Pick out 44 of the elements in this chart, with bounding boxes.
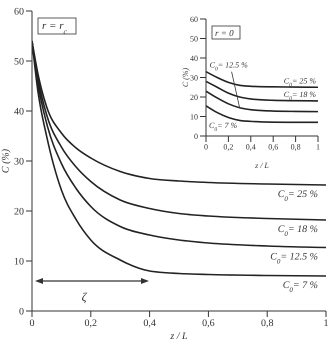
x-tick-label: 0 (30, 318, 34, 330)
x-tick-label: 0,2 (84, 318, 98, 330)
y-tick-label: 0 (194, 132, 198, 141)
y-tick-label: 10 (14, 256, 24, 268)
x-tick-label: 0,2 (223, 142, 234, 152)
x-axis-title: z / L (169, 331, 188, 339)
y-tick-label: 50 (14, 56, 24, 68)
y-tick-label: 20 (190, 92, 198, 102)
annotation: r = r$_{c}$ (42, 20, 68, 36)
y-tick-label: 50 (190, 34, 198, 44)
x-tick-label: 0,4 (143, 318, 156, 330)
x-tick-label: 0,4 (246, 142, 256, 152)
x-tick-label: 0,8 (260, 318, 274, 330)
y-tick-label: 10 (190, 112, 198, 122)
x-tick-label: 0,6 (202, 318, 215, 330)
y-tick-label: 60 (190, 14, 198, 24)
line-series (206, 90, 318, 112)
x-tick-label: 0,6 (268, 142, 278, 152)
y-tick-label: 40 (190, 54, 198, 63)
x-tick-label: 0,8 (290, 142, 301, 152)
y-tick-label: 30 (190, 73, 198, 82)
series-label: C$_{0}$= 12.5 % (270, 252, 318, 266)
annotation: r = 0 (215, 28, 234, 38)
y-tick-label: 40 (14, 106, 24, 118)
y-tick-label: 0 (19, 306, 24, 318)
text: C$_{0}$= 12.5 % (210, 60, 248, 73)
line-series (206, 104, 318, 124)
y-tick-label: 60 (14, 6, 24, 18)
y-tick-label: 20 (14, 206, 24, 218)
series-label: C$_{0}$= 18 % (284, 90, 316, 102)
y-axis-title: C (%) (0, 148, 12, 174)
x-tick-label: 0 (204, 142, 208, 152)
x-tick-label: 1 (316, 142, 320, 152)
y-axis-title: C (%) (180, 68, 190, 88)
series-label: C$_{0}$= 7 % (282, 280, 318, 294)
y-tick-label: 30 (14, 156, 24, 168)
series-label: C$_{0}$= 25 % (278, 189, 318, 203)
line-series (206, 70, 318, 88)
series-label: C$_{0}$= 7 % (209, 120, 238, 133)
series-label: C$_{0}$= 18 % (278, 224, 318, 238)
x-tick-label: 1 (324, 318, 328, 330)
series-label: C$_{0}$= 25 % (284, 76, 316, 88)
x-axis-title: z / L (254, 161, 270, 170)
annotation: ζ (82, 290, 88, 304)
